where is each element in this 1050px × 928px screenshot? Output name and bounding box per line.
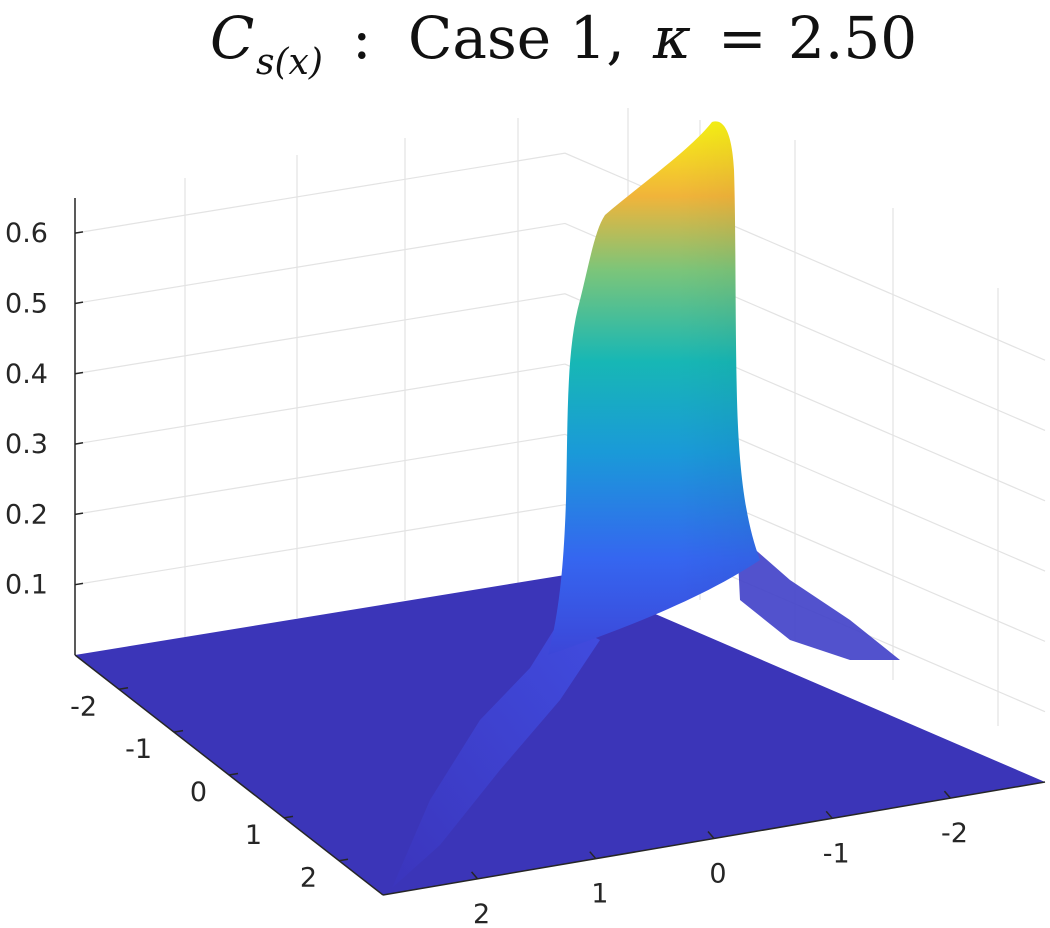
title-param-value: 2.50 — [788, 4, 917, 72]
z-tick-label: 0.4 — [5, 359, 48, 390]
z-tick — [74, 231, 84, 234]
front-axis-tick-label: -2 — [941, 818, 968, 849]
grid-z-line — [74, 152, 1046, 361]
left-axis-tick — [228, 772, 239, 776]
front-axis-tick — [825, 810, 833, 819]
title-symbol: C — [210, 4, 254, 72]
surface — [75, 121, 1045, 895]
title-param-symbol: κ — [652, 4, 691, 72]
title-case: Case 1, — [408, 4, 625, 72]
front-axis-tick-label: -1 — [823, 838, 850, 869]
left-axis-tick — [283, 815, 294, 819]
z-tick — [74, 442, 84, 445]
z-tick-label: 0.2 — [5, 499, 48, 530]
z-tick-label: 0.1 — [5, 570, 48, 601]
front-axis-tick — [589, 851, 597, 860]
tick-marks — [74, 231, 951, 880]
front-axis-tick — [707, 831, 715, 839]
left-axis-tick-label: -1 — [125, 734, 152, 765]
chart-title: C s(x) : Case 1, κ = 2.50 — [210, 4, 917, 83]
z-tick-label: 0.3 — [5, 429, 48, 460]
left-axis-tick — [118, 687, 129, 691]
title-equals: = — [718, 4, 767, 72]
title-subscript: s(x) — [256, 42, 323, 83]
surface-tail — [392, 620, 600, 888]
front-axis-tick-label: 2 — [473, 899, 490, 928]
left-axis-tick — [173, 729, 184, 733]
left-axis-tick-label: 1 — [245, 820, 262, 851]
left-axis-tick-label: -2 — [70, 691, 97, 722]
z-tick — [74, 512, 84, 516]
z-tick — [74, 371, 84, 375]
left-axis-tick-label: 2 — [300, 863, 317, 894]
tick-labels: 0.1 0.2 0.3 0.4 0.5 0.6 -2 -1 0 1 2 2 1 0 -1 -2 — [5, 218, 968, 928]
grid-z-line — [74, 293, 1046, 502]
front-axis-tick-label: 1 — [591, 879, 608, 910]
surface-foot — [735, 500, 900, 660]
title-colon: : — [352, 4, 372, 72]
left-axis-tick-label: 0 — [190, 777, 207, 808]
z-tick — [74, 301, 84, 305]
surface-floor — [75, 575, 1045, 895]
surface-ridge-shade — [548, 121, 760, 655]
front-axis-tick — [943, 790, 951, 799]
front-axis-tick — [471, 871, 479, 880]
grid-z-line — [74, 363, 1046, 572]
grid-z-line — [74, 433, 1046, 642]
grid-z-line — [74, 504, 1046, 713]
left-axis-tick — [338, 858, 349, 862]
front-axis-tick-label: 0 — [709, 859, 726, 890]
z-tick — [74, 582, 84, 586]
z-tick-label: 0.6 — [5, 218, 48, 249]
grid-z-line — [74, 222, 1046, 432]
z-tick-label: 0.5 — [5, 288, 48, 319]
